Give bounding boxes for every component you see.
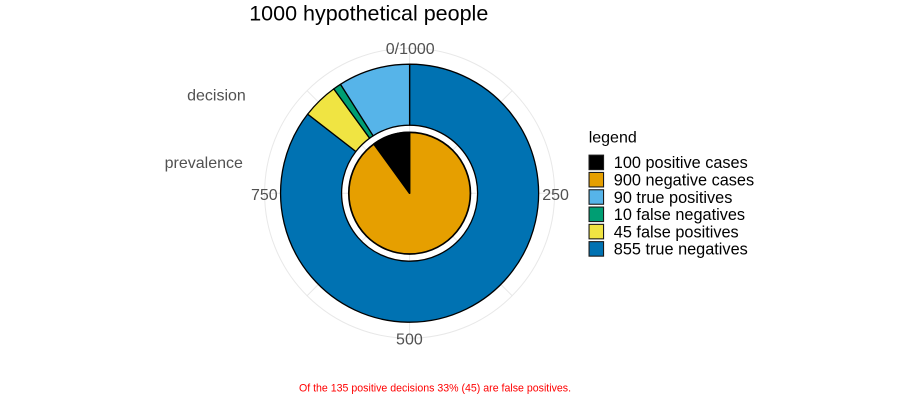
svg-text:decision: decision (187, 87, 246, 104)
svg-text:750: 750 (251, 187, 278, 204)
svg-text:1000 hypothetical people: 1000 hypothetical people (249, 1, 488, 25)
svg-text:legend: legend (589, 130, 637, 147)
svg-text:Of the 135 positive decisions: Of the 135 positive decisions 33% (45) a… (299, 382, 571, 394)
svg-text:250: 250 (542, 187, 569, 204)
svg-text:prevalence: prevalence (165, 155, 243, 172)
svg-text:900 negative cases: 900 negative cases (614, 172, 754, 190)
svg-text:90 true positives: 90 true positives (614, 189, 733, 207)
svg-text:855 true negatives: 855 true negatives (614, 241, 748, 259)
svg-text:45 false positives: 45 false positives (614, 223, 739, 241)
svg-text:500: 500 (396, 331, 423, 348)
svg-text:100 positive cases: 100 positive cases (614, 154, 748, 172)
svg-text:10 false negatives: 10 false negatives (614, 206, 745, 224)
svg-text:0/1000: 0/1000 (386, 41, 435, 58)
